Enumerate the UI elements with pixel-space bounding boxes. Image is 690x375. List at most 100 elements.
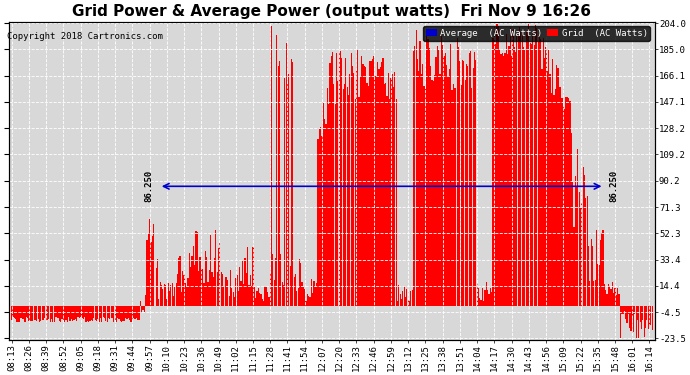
- Bar: [79, 306, 80, 318]
- Bar: [385, 82, 386, 306]
- Bar: [28, 306, 30, 321]
- Bar: [648, 306, 649, 328]
- Bar: [274, 280, 275, 306]
- Bar: [531, 44, 532, 306]
- Bar: [546, 71, 548, 306]
- Bar: [316, 283, 317, 306]
- Bar: [556, 65, 558, 306]
- Bar: [552, 58, 553, 306]
- Bar: [291, 59, 292, 306]
- Bar: [326, 88, 328, 306]
- Bar: [44, 306, 46, 318]
- Bar: [504, 53, 506, 306]
- Bar: [135, 306, 136, 320]
- Bar: [602, 230, 604, 306]
- Bar: [635, 306, 637, 338]
- Bar: [336, 53, 337, 306]
- Bar: [258, 288, 259, 306]
- Bar: [392, 74, 393, 306]
- Bar: [352, 66, 353, 306]
- Bar: [112, 306, 113, 318]
- Bar: [146, 240, 148, 306]
- Bar: [51, 306, 52, 319]
- Bar: [307, 294, 308, 306]
- Bar: [247, 246, 248, 306]
- Bar: [380, 67, 381, 306]
- Bar: [506, 34, 507, 306]
- Bar: [12, 306, 14, 317]
- Bar: [359, 76, 361, 306]
- Bar: [173, 296, 174, 306]
- Bar: [255, 298, 256, 306]
- Bar: [617, 288, 618, 306]
- Bar: [586, 195, 588, 306]
- Bar: [251, 286, 253, 306]
- Bar: [21, 306, 23, 319]
- Bar: [437, 46, 438, 306]
- Bar: [420, 41, 421, 306]
- Bar: [540, 39, 542, 306]
- Bar: [313, 281, 315, 306]
- Bar: [315, 287, 316, 306]
- Bar: [222, 274, 223, 306]
- Bar: [479, 298, 480, 306]
- Bar: [618, 294, 620, 306]
- Bar: [116, 306, 117, 322]
- Bar: [122, 306, 124, 321]
- Bar: [584, 176, 585, 306]
- Bar: [108, 306, 109, 318]
- Bar: [474, 52, 475, 306]
- Bar: [631, 306, 633, 316]
- Bar: [569, 101, 571, 306]
- Bar: [447, 76, 448, 306]
- Bar: [32, 306, 34, 321]
- Bar: [100, 306, 101, 318]
- Bar: [126, 306, 128, 319]
- Bar: [50, 306, 51, 322]
- Bar: [73, 306, 75, 320]
- Bar: [210, 235, 211, 306]
- Bar: [337, 81, 339, 306]
- Bar: [371, 62, 372, 306]
- Bar: [340, 51, 341, 306]
- Bar: [150, 242, 152, 306]
- Bar: [478, 288, 479, 306]
- Bar: [110, 306, 112, 318]
- Bar: [329, 63, 331, 306]
- Bar: [487, 290, 489, 306]
- Bar: [601, 232, 602, 306]
- Bar: [90, 306, 92, 320]
- Bar: [527, 30, 528, 306]
- Bar: [233, 292, 234, 306]
- Bar: [310, 279, 312, 306]
- Bar: [297, 288, 299, 306]
- Bar: [597, 264, 598, 306]
- Bar: [106, 306, 108, 322]
- Bar: [398, 285, 400, 306]
- Bar: [357, 50, 358, 306]
- Bar: [97, 306, 99, 320]
- Bar: [524, 51, 526, 306]
- Bar: [413, 51, 414, 306]
- Bar: [162, 289, 164, 306]
- Bar: [317, 140, 319, 306]
- Bar: [579, 192, 580, 306]
- Bar: [451, 90, 453, 306]
- Bar: [470, 51, 471, 306]
- Bar: [464, 80, 466, 306]
- Bar: [165, 285, 166, 306]
- Bar: [500, 54, 502, 306]
- Bar: [558, 68, 559, 306]
- Bar: [483, 301, 484, 306]
- Bar: [613, 293, 614, 306]
- Bar: [141, 306, 142, 312]
- Bar: [637, 306, 638, 320]
- Bar: [486, 282, 487, 306]
- Bar: [88, 306, 89, 322]
- Bar: [23, 306, 24, 318]
- Bar: [368, 87, 369, 306]
- Bar: [244, 258, 246, 306]
- Bar: [522, 30, 523, 306]
- Bar: [513, 47, 515, 306]
- Bar: [293, 277, 295, 306]
